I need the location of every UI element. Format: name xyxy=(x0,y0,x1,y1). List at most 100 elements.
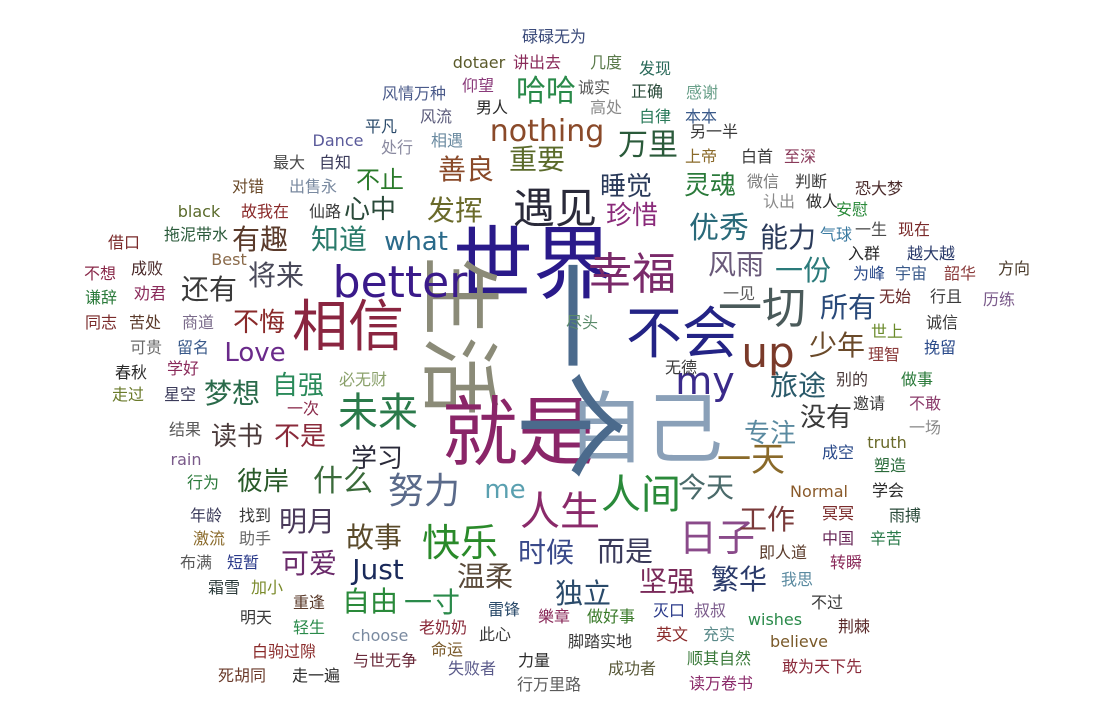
word-cloud-word: 樂章 xyxy=(537,607,571,626)
word-cloud-word: 年龄 xyxy=(189,506,223,525)
word-cloud-word: 越大越 xyxy=(906,244,956,263)
word-cloud-word: 雷锋 xyxy=(487,600,521,619)
word-cloud-word: 优秀 xyxy=(689,211,749,246)
word-cloud-word: me xyxy=(484,475,526,505)
word-cloud-word: 同志 xyxy=(84,313,118,332)
word-cloud-word: 自由 xyxy=(341,585,399,618)
word-cloud-word: 对错 xyxy=(231,177,265,196)
word-cloud-word: 少年 xyxy=(808,329,866,362)
word-cloud-word: 轻生 xyxy=(292,618,326,637)
word-cloud-word: 现在 xyxy=(897,220,931,239)
word-cloud-word: 走一遍 xyxy=(291,666,341,685)
word-cloud-word: 谦辞 xyxy=(84,288,118,307)
word-cloud-word: 灭口 xyxy=(652,601,686,620)
word-cloud-word: 相遇 xyxy=(430,131,464,150)
word-cloud-word: 助手 xyxy=(238,529,272,548)
word-cloud-word: 未来 xyxy=(338,390,418,436)
word-cloud-word: 世界 xyxy=(453,218,613,311)
word-cloud-word: 人生 xyxy=(520,489,600,535)
word-cloud-word: 劝君 xyxy=(133,284,167,303)
word-cloud-word: 还有 xyxy=(180,273,238,306)
word-cloud-word: 发现 xyxy=(638,59,672,78)
word-cloud-word: 时候 xyxy=(517,536,575,569)
word-cloud-word: 塑造 xyxy=(873,456,907,475)
word-cloud-word: 能力 xyxy=(759,221,817,254)
word-cloud-word: 冥冥 xyxy=(821,504,855,523)
word-cloud-word: 不悔 xyxy=(232,308,286,338)
word-cloud-word: 死胡同 xyxy=(217,666,267,685)
word-cloud-word: 没有 xyxy=(799,403,853,433)
word-cloud-word: 短暂 xyxy=(226,553,260,572)
word-cloud-word: 敢为天下先 xyxy=(781,657,863,676)
word-cloud-word: 快乐 xyxy=(421,521,499,565)
word-cloud-word: 学会 xyxy=(871,481,905,500)
word-cloud-word: 邀请 xyxy=(852,394,886,413)
word-cloud-word: 不过 xyxy=(810,593,844,612)
word-cloud-word: 读万卷书 xyxy=(688,674,754,693)
word-cloud-word: 幸福 xyxy=(588,249,676,300)
word-cloud-word: believe xyxy=(769,632,829,651)
word-cloud-word: 做好事 xyxy=(586,607,636,626)
word-cloud-word: 恐大梦 xyxy=(854,179,904,198)
word-cloud-word: better xyxy=(332,257,468,308)
word-cloud-word: 结果 xyxy=(168,420,202,439)
word-cloud-word: 善良 xyxy=(437,153,495,186)
word-cloud-word: 相信 xyxy=(292,295,404,360)
word-cloud-word: 上帝 xyxy=(684,147,718,166)
word-cloud-word: 重逢 xyxy=(292,593,326,612)
word-cloud-word: 入群 xyxy=(847,244,881,263)
word-cloud-word: 明月 xyxy=(278,505,336,538)
word-cloud-word: 不想 xyxy=(83,264,117,283)
word-cloud-word: 遇见 xyxy=(512,184,598,233)
word-cloud-word: 重要 xyxy=(508,143,566,176)
word-cloud-word: 男人 xyxy=(475,98,509,117)
word-cloud-word: choose xyxy=(351,626,409,645)
word-cloud-word: 诚信 xyxy=(925,313,959,332)
word-cloud-word: 加小 xyxy=(250,578,284,597)
word-cloud-word: 布满 xyxy=(179,553,213,572)
word-cloud-word: 另一半 xyxy=(689,122,739,141)
word-cloud-word: 发挥 xyxy=(426,194,484,227)
word-cloud-word: 苦处 xyxy=(128,313,162,332)
word-cloud-word: 顺其自然 xyxy=(686,649,752,668)
word-cloud-word: 正确 xyxy=(630,82,664,101)
word-cloud-word: 风情万种 xyxy=(381,84,447,103)
word-cloud-word: 挽留 xyxy=(923,338,957,357)
word-cloud-word: 彼岸 xyxy=(236,467,290,497)
word-cloud-word: black xyxy=(177,202,221,221)
word-cloud-word: 所有 xyxy=(819,291,877,324)
word-cloud-word: 微信 xyxy=(746,172,780,191)
word-cloud-word: 自律 xyxy=(638,107,672,126)
word-cloud-word: 叔叔 xyxy=(693,601,727,620)
word-cloud-word: 今天 xyxy=(677,471,735,504)
word-cloud-word: 日子 xyxy=(678,516,756,560)
word-cloud-word: 风流 xyxy=(419,107,453,126)
word-cloud-word: truth xyxy=(867,433,907,452)
word-cloud-word: 无德 xyxy=(664,358,698,377)
word-cloud-word: 什么 xyxy=(313,464,373,499)
word-cloud-word: 睡觉 xyxy=(599,172,653,202)
word-cloud-word: 一见 xyxy=(722,284,756,303)
word-cloud-word: 别的 xyxy=(835,370,869,389)
word-cloud-word: 一切 xyxy=(718,283,806,334)
word-cloud-word: 读书 xyxy=(210,422,264,452)
word-cloud-word: 知道 xyxy=(310,223,368,256)
word-cloud-word: 做事 xyxy=(900,370,934,389)
word-cloud-word: 成空 xyxy=(821,443,855,462)
word-cloud-word: 霜雪 xyxy=(207,578,241,597)
word-cloud-word: 不止 xyxy=(356,166,404,194)
word-cloud-word: 荆棘 xyxy=(837,617,871,636)
word-cloud-word: 明天 xyxy=(239,608,273,627)
word-cloud-word: 拖泥带水 xyxy=(163,225,229,244)
word-cloud-word: 碌碌无为 xyxy=(521,27,587,46)
word-cloud-word: 白驹过隙 xyxy=(251,642,317,661)
word-cloud-word: 一寸 xyxy=(403,586,461,619)
word-cloud-word: 自己 xyxy=(566,385,724,475)
word-cloud-word: 做人 xyxy=(805,192,839,211)
word-cloud-word: 一次 xyxy=(286,399,320,418)
word-cloud-word: 自知 xyxy=(318,153,352,172)
word-cloud-word: 可爱 xyxy=(280,547,338,580)
word-cloud-word: 旅途 xyxy=(769,369,827,402)
word-cloud-word: 灵魂 xyxy=(683,171,737,201)
word-cloud-word: 学习 xyxy=(350,444,404,474)
